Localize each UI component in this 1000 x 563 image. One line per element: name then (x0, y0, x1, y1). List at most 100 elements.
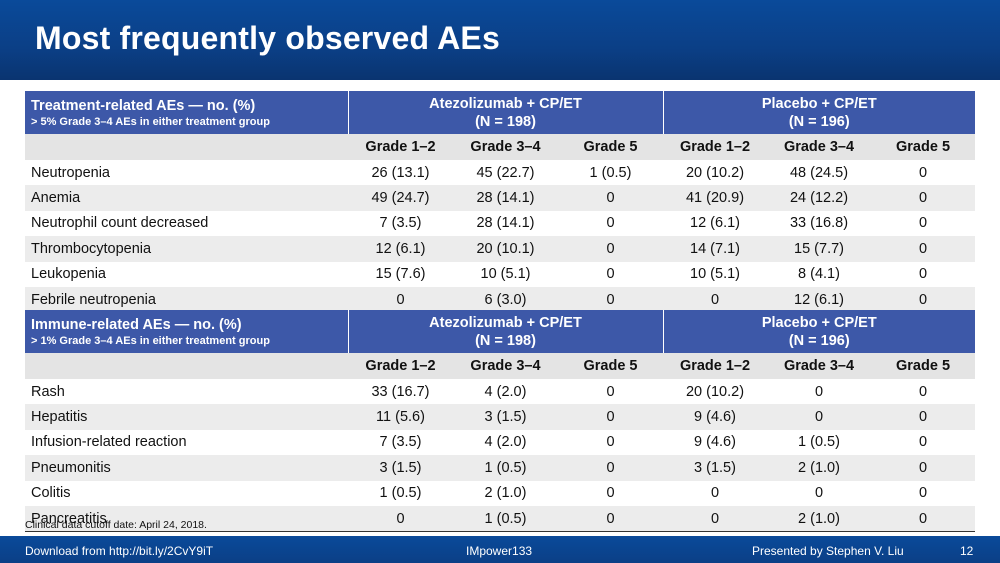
ae-label: Febrile neutropenia (25, 286, 348, 314)
ae-value: 15 (7.6) (348, 261, 453, 287)
ae-value: 12 (6.1) (767, 286, 872, 314)
grade-header-row: Grade 1–2 Grade 3–4 Grade 5 Grade 1–2 Gr… (25, 134, 976, 160)
table-header-row: Immune-related AEs — no. (%) > 1% Grade … (25, 310, 976, 353)
ae-value: 2 (1.0) (453, 480, 558, 506)
group-header-placebo: Placebo + CP/ET (N = 196) (663, 310, 976, 353)
ae-value: 7 (3.5) (348, 210, 453, 237)
table-title: Immune-related AEs — no. (%) (31, 316, 242, 333)
ae-value: 0 (871, 286, 976, 314)
table-caption: Treatment-related AEs — no. (%) > 5% Gra… (25, 91, 349, 134)
grade-header: Grade 5 (558, 353, 664, 379)
ae-value: 2 (1.0) (767, 455, 872, 481)
ae-value: 20 (10.2) (663, 160, 768, 186)
ae-value: 0 (558, 261, 664, 287)
ae-value: 28 (14.1) (453, 210, 558, 237)
ae-value: 1 (0.5) (453, 455, 558, 481)
grade-header: Grade 5 (558, 134, 664, 160)
ae-value: 3 (1.5) (663, 455, 768, 481)
footer-presenter: Presented by Stephen V. Liu (752, 544, 904, 558)
table-row: Colitis 1 (0.5) 2 (1.0) 0 0 0 0 (25, 480, 976, 506)
ae-value: 0 (871, 160, 976, 186)
immune-ae-rows: Rash 33 (16.7) 4 (2.0) 0 20 (10.2) 0 0 Hepatiti… (25, 379, 976, 533)
ae-value: 0 (871, 480, 976, 506)
table-row: Thrombocytopenia 12 (6.1) 20 (10.1) 0 14 (7.… (25, 236, 976, 262)
ae-value: 0 (767, 404, 872, 430)
group-n: (N = 198) (475, 113, 536, 130)
ae-value: 0 (558, 429, 664, 456)
ae-value: 11 (5.6) (348, 404, 453, 430)
treatment-related-ae-table: Treatment-related AEs — no. (%) > 5% Gra… (25, 91, 976, 314)
grade-header-blank (25, 353, 348, 379)
footnote: Clinical data cutoff date: April 24, 201… (25, 519, 207, 531)
group-header-atezolizumab: Atezolizumab + CP/ET (N = 198) (348, 310, 664, 353)
table-row: Pancreatitis 0 1 (0.5) 0 0 2 (1.0) 0 (25, 505, 976, 533)
ae-value: 0 (767, 379, 872, 405)
ae-value: 8 (4.1) (767, 261, 872, 287)
grade-header-row: Grade 1–2 Grade 3–4 Grade 5 Grade 1–2 Gr… (25, 353, 976, 379)
group-header-atezolizumab: Atezolizumab + CP/ET (N = 198) (348, 91, 664, 134)
ae-value: 12 (6.1) (348, 236, 453, 262)
ae-value: 0 (871, 261, 976, 287)
ae-value: 0 (348, 505, 453, 533)
ae-value: 45 (22.7) (453, 160, 558, 186)
grade-header: Grade 5 (871, 353, 976, 379)
ae-value: 12 (6.1) (663, 210, 768, 237)
table-row: Infusion-related reaction 7 (3.5) 4 (2.0) 0… (25, 429, 976, 456)
group-name: Placebo + CP/ET (761, 95, 877, 112)
ae-value: 0 (871, 455, 976, 481)
table-row: Neutropenia 26 (13.1) 45 (22.7) 1 (0.5) 20 (… (25, 160, 976, 186)
ae-value: 0 (558, 480, 664, 506)
ae-value: 0 (871, 505, 976, 533)
table-subtitle: > 1% Grade 3–4 AEs in either treatment g… (31, 334, 270, 347)
footer-page-number: 12 (960, 544, 974, 558)
ae-value: 3 (1.5) (453, 404, 558, 430)
ae-value: 20 (10.1) (453, 236, 558, 262)
ae-label: Leukopenia (25, 261, 348, 287)
ae-value: 3 (1.5) (348, 455, 453, 481)
ae-value: 0 (558, 236, 664, 262)
ae-label: Neutrophil count decreased (25, 210, 348, 237)
ae-value: 41 (20.9) (663, 185, 768, 211)
ae-value: 48 (24.5) (767, 160, 872, 186)
ae-value: 0 (871, 210, 976, 237)
grade-header: Grade 3–4 (453, 134, 558, 160)
slide-footer: Download from http://bit.ly/2CvY9iT IMpo… (0, 536, 1000, 563)
ae-value: 0 (558, 210, 664, 237)
ae-value: 26 (13.1) (348, 160, 453, 186)
ae-value: 2 (1.0) (767, 505, 872, 533)
ae-label: Anemia (25, 185, 348, 211)
grade-header: Grade 5 (871, 134, 976, 160)
ae-label: Hepatitis (25, 404, 348, 430)
ae-label: Thrombocytopenia (25, 236, 348, 262)
ae-value: 1 (0.5) (453, 505, 558, 533)
ae-value: 0 (663, 286, 768, 314)
ae-value: 15 (7.7) (767, 236, 872, 262)
table-caption: Immune-related AEs — no. (%) > 1% Grade … (25, 310, 349, 353)
table-subtitle: > 5% Grade 3–4 AEs in either treatment g… (31, 115, 270, 128)
footer-study-name: IMpower133 (466, 544, 533, 558)
ae-value: 49 (24.7) (348, 185, 453, 211)
ae-value: 9 (4.6) (663, 429, 768, 456)
table-row: Leukopenia 15 (7.6) 10 (5.1) 0 10 (5.1) 8 (4.… (25, 261, 976, 287)
grade-header: Grade 1–2 (663, 134, 768, 160)
ae-value: 1 (0.5) (767, 429, 872, 456)
table-header-row: Treatment-related AEs — no. (%) > 5% Gra… (25, 91, 976, 134)
grade-header-blank (25, 134, 348, 160)
group-n: (N = 196) (788, 113, 850, 130)
ae-value: 0 (348, 286, 453, 314)
immune-related-ae-table: Immune-related AEs — no. (%) > 1% Grade … (25, 310, 976, 533)
ae-value: 28 (14.1) (453, 185, 558, 211)
table-row: Neutrophil count decreased 7 (3.5) 28 (14.… (25, 210, 976, 237)
ae-value: 7 (3.5) (348, 429, 453, 456)
group-name: Placebo + CP/ET (761, 314, 877, 331)
ae-label: Pancreatitis (25, 505, 348, 533)
grade-header: Grade 1–2 (348, 134, 453, 160)
footer-download-link[interactable]: Download from http://bit.ly/2CvY9iT (25, 544, 214, 558)
ae-value: 10 (5.1) (453, 261, 558, 287)
table-row: Febrile neutropenia 0 6 (3.0) 0 0 12 (6.1) 0 (25, 286, 976, 314)
ae-value: 1 (0.5) (558, 160, 664, 186)
group-n: (N = 198) (475, 332, 536, 349)
ae-label: Neutropenia (25, 160, 348, 186)
table-row: Pneumonitis 3 (1.5) 1 (0.5) 0 3 (1.5) 2 (1.0)… (25, 455, 976, 481)
ae-value: 33 (16.7) (348, 379, 453, 405)
